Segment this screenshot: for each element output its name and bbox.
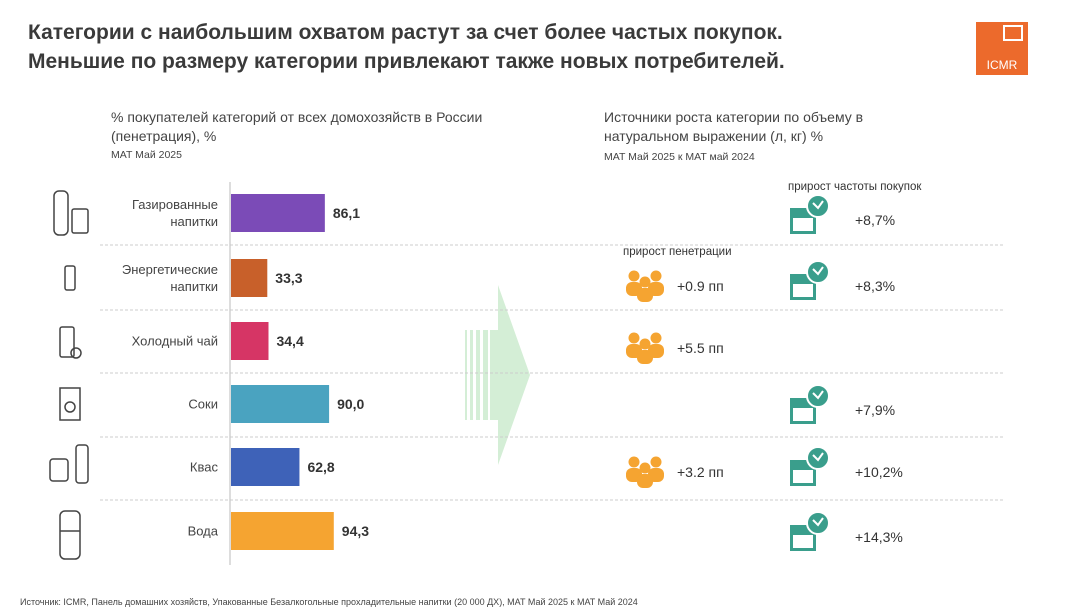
penetration-growth: +5.5 пп [677,340,724,356]
icon-part [806,384,830,408]
logo-text: ICMR [986,58,1018,72]
icon-part [49,458,69,482]
frequency-growth: +8,7% [855,212,896,228]
title-line: Категории с наибольшим охватом растут за… [28,21,783,44]
bar [231,512,334,550]
icon-part [628,332,640,344]
icon-part [59,510,81,560]
category-label: Холодный чай [131,333,218,349]
icon-part [639,338,651,350]
icon-part [793,218,813,231]
icon-part [806,446,830,470]
value-label: 62,8 [307,459,335,475]
category-label: Квас [189,459,218,475]
icon-part [70,347,82,359]
icon-part [628,270,640,282]
icon-part [639,276,651,288]
penetration-icon [626,456,664,488]
icon-part [812,390,824,400]
frequency-growth: +7,9% [855,402,896,418]
frequency-icon [790,511,830,551]
icon-part [628,456,640,468]
category-label: Газированные напитки [132,197,218,229]
bar [231,385,330,423]
category-icon [64,265,76,291]
chart-subtitle: MAT Май 2025 [111,149,182,161]
value-label: 94,3 [341,523,370,539]
icon-part [812,517,824,527]
growth-title: Источники роста категории по объему в на… [604,109,864,144]
icon-part [793,284,813,297]
icon-part [812,452,824,462]
icon-part [64,401,76,413]
title-line: Меньшие по размеру категории привлекают … [28,50,785,73]
category-icon [59,510,81,560]
icon-part [793,535,813,548]
footer: Источник: ICMR, Панель домашних хозяйств… [20,597,638,607]
icon-part [637,350,653,364]
bar [231,322,269,360]
value-label: 90,0 [337,396,365,412]
logo-mark [1003,25,1023,41]
icon-part [637,288,653,302]
bar [231,194,325,232]
icon-part [71,208,89,234]
frequency-icon [790,446,830,486]
column-header: прирост пенетрации [623,246,732,258]
icon-part [806,194,830,218]
icon-part [812,200,824,210]
penetration-growth: +0.9 пп [677,278,724,294]
icon-part [650,456,662,468]
category-icon [59,326,82,359]
growth-subtitle: MAT Май 2025 к MAT май 2024 [604,151,755,163]
category-icon [59,387,81,421]
icon-part [806,260,830,284]
icon-part [639,462,651,474]
icon-part [806,511,830,535]
icon-part [650,332,662,344]
icon-part [53,190,69,236]
icon-part [64,265,76,291]
logo-box [976,22,1028,75]
category-label: Вода [187,523,218,539]
bar [231,259,268,297]
icon-part [59,387,81,421]
icon-part [793,408,813,421]
penetration-icon [626,270,664,302]
arrow [465,285,530,465]
penetration-icon [626,332,664,364]
penetration-growth: +3.2 пп [677,464,724,480]
bar [231,448,300,486]
category-label: Энергетические напитки [121,262,218,294]
icon-part [75,444,89,484]
icon-part [650,270,662,282]
category-label: Соки [188,396,218,412]
column-header: прирост частоты покупок [788,181,922,193]
value-label: 34,4 [276,333,304,349]
frequency-growth: +8,3% [855,278,896,294]
frequency-growth: +14,3% [855,529,903,545]
frequency-icon [790,384,830,424]
frequency-icon [790,260,830,300]
icon-part [637,474,653,488]
category-icon [49,444,89,484]
value-label: 86,1 [332,205,361,221]
frequency-growth: +10,2% [855,464,903,480]
icon-part [812,266,824,276]
icon-part [59,326,75,358]
category-icon [53,190,89,236]
icon-part [793,470,813,483]
value-label: 33,3 [275,270,303,286]
chart-title: % покупателей категорий от всех домохозя… [111,109,483,144]
frequency-icon [790,194,830,234]
